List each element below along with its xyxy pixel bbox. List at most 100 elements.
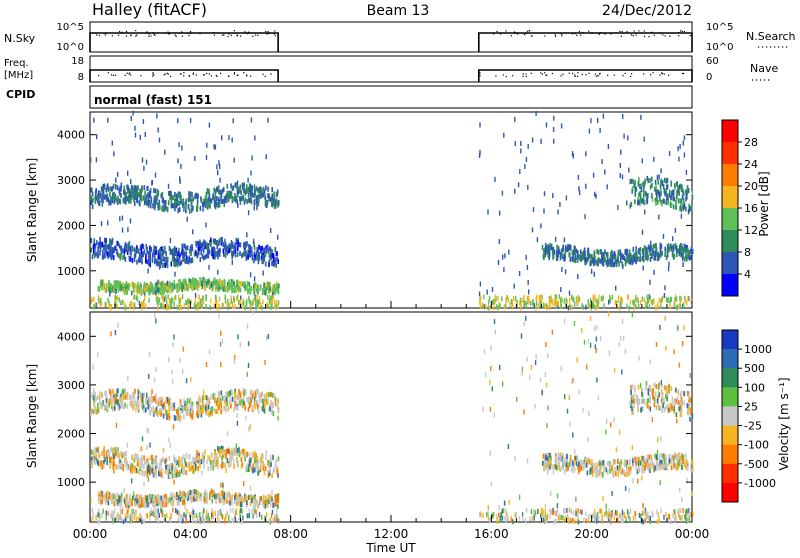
power-echo-cell [494, 177, 495, 182]
power-echo-cell [95, 251, 97, 256]
power-echo-cell [657, 252, 659, 257]
nave-dot [128, 73, 129, 74]
power-echo-cell [150, 196, 151, 201]
power-echo-cell [161, 246, 163, 251]
power-echo-cell [561, 267, 562, 272]
nsearch-dot [621, 36, 622, 37]
power-echo-cell [669, 298, 670, 303]
power-echo-cell [256, 305, 257, 310]
velocity-echo-cell [189, 495, 191, 500]
power-echo-cell [620, 258, 622, 263]
velocity-echo-cell [159, 410, 161, 415]
velocity-echo-cell [152, 502, 154, 507]
power-echo-cell [179, 201, 181, 206]
power-echo-cell [180, 164, 181, 169]
velocity-echo-cell [175, 465, 177, 470]
nsearch-dot [214, 35, 215, 36]
velocity-echo-cell [171, 470, 173, 475]
power-echo-cell [188, 191, 190, 196]
power-echo-cell [600, 250, 602, 255]
power-echo-cell [153, 188, 155, 193]
power-echo-cell [176, 283, 178, 288]
power-echo-cell [142, 158, 143, 163]
power-echo-cell [263, 192, 265, 197]
velocity-echo-cell [208, 412, 210, 417]
velocity-echo-cell [566, 454, 568, 459]
power-echo-cell [647, 198, 649, 203]
power-echo-cell [95, 196, 97, 201]
power-echo-cell [632, 300, 633, 305]
power-echo-cell [680, 304, 681, 309]
power-echo-cell [572, 151, 573, 156]
power-echo-cell [660, 299, 661, 304]
power-echo-cell [112, 253, 113, 258]
power-echo-cell [118, 284, 120, 289]
power-echo-cell [482, 302, 483, 307]
power-echo-cell [224, 244, 226, 249]
power-echo-cell [663, 199, 665, 204]
power-echo-cell [194, 252, 196, 257]
power-echo-cell [581, 303, 582, 308]
power-echo-cell [683, 302, 684, 307]
nsearch-dot [131, 35, 132, 36]
power-echo-cell [155, 290, 156, 295]
velocity-echo-cell [165, 464, 167, 469]
power-ytick-label: 2000 [57, 219, 85, 232]
power-echo-cell [176, 203, 178, 208]
power-echo-cell [522, 298, 523, 303]
power-echo-cell [184, 303, 185, 308]
nsky-panel-frame [90, 22, 692, 52]
velocity-echo-cell [277, 496, 279, 501]
power-echo-cell [189, 197, 191, 202]
velocity-echo-cell [95, 409, 97, 414]
power-echo-cell [607, 254, 609, 259]
power-echo-cell [479, 292, 480, 297]
power-echo-cell [137, 185, 139, 190]
power-echo-cell [495, 295, 496, 300]
power-echo-cell [106, 285, 108, 290]
power-echo-cell [208, 265, 209, 270]
power-echo-cell [570, 246, 571, 251]
power-colorbar-tick-label: 20 [744, 180, 758, 193]
velocity-echo-cell [232, 397, 234, 402]
power-echo-cell [233, 185, 234, 190]
power-echo-cell [643, 198, 645, 203]
power-echo-cell [134, 247, 136, 252]
velocity-echo-cell [104, 391, 106, 396]
nsearch-dot [536, 33, 537, 34]
velocity-echo-cell [177, 416, 179, 421]
power-echo-cell [250, 300, 251, 305]
power-echo-cell [259, 296, 260, 301]
power-echo-cell [655, 185, 657, 190]
power-echo-cell [276, 251, 278, 256]
power-echo-cell [187, 245, 189, 250]
velocity-echo-cell [95, 454, 97, 459]
nsearch-dot [525, 33, 526, 34]
velocity-echo-cell [213, 465, 215, 470]
power-echo-cell [504, 304, 505, 309]
nave-label: Nave [750, 62, 778, 75]
velocity-echo-cell [248, 495, 250, 500]
velocity-echo-cell [170, 406, 172, 411]
velocity-echo-cell [115, 447, 117, 452]
velocity-echo-cell [206, 459, 208, 464]
power-echo-cell [564, 299, 565, 304]
power-echo-cell [561, 304, 562, 309]
power-echo-cell [685, 207, 687, 212]
velocity-echo-cell [242, 449, 244, 454]
power-echo-cell [146, 186, 147, 191]
power-echo-cell [612, 262, 614, 267]
power-echo-cell [198, 247, 200, 252]
nsearch-dot [576, 35, 577, 36]
velocity-echo-cell [141, 397, 143, 402]
velocity-echo-cell [221, 390, 223, 395]
velocity-echo-cell [204, 497, 206, 502]
nsearch-dot [105, 34, 106, 35]
power-echo-cell [515, 296, 516, 301]
velocity-echo-cell [181, 463, 183, 468]
velocity-echo-cell [230, 452, 232, 457]
power-echo-cell [499, 303, 500, 308]
power-echo-cell [200, 206, 202, 211]
velocity-echo-cell [178, 456, 180, 461]
